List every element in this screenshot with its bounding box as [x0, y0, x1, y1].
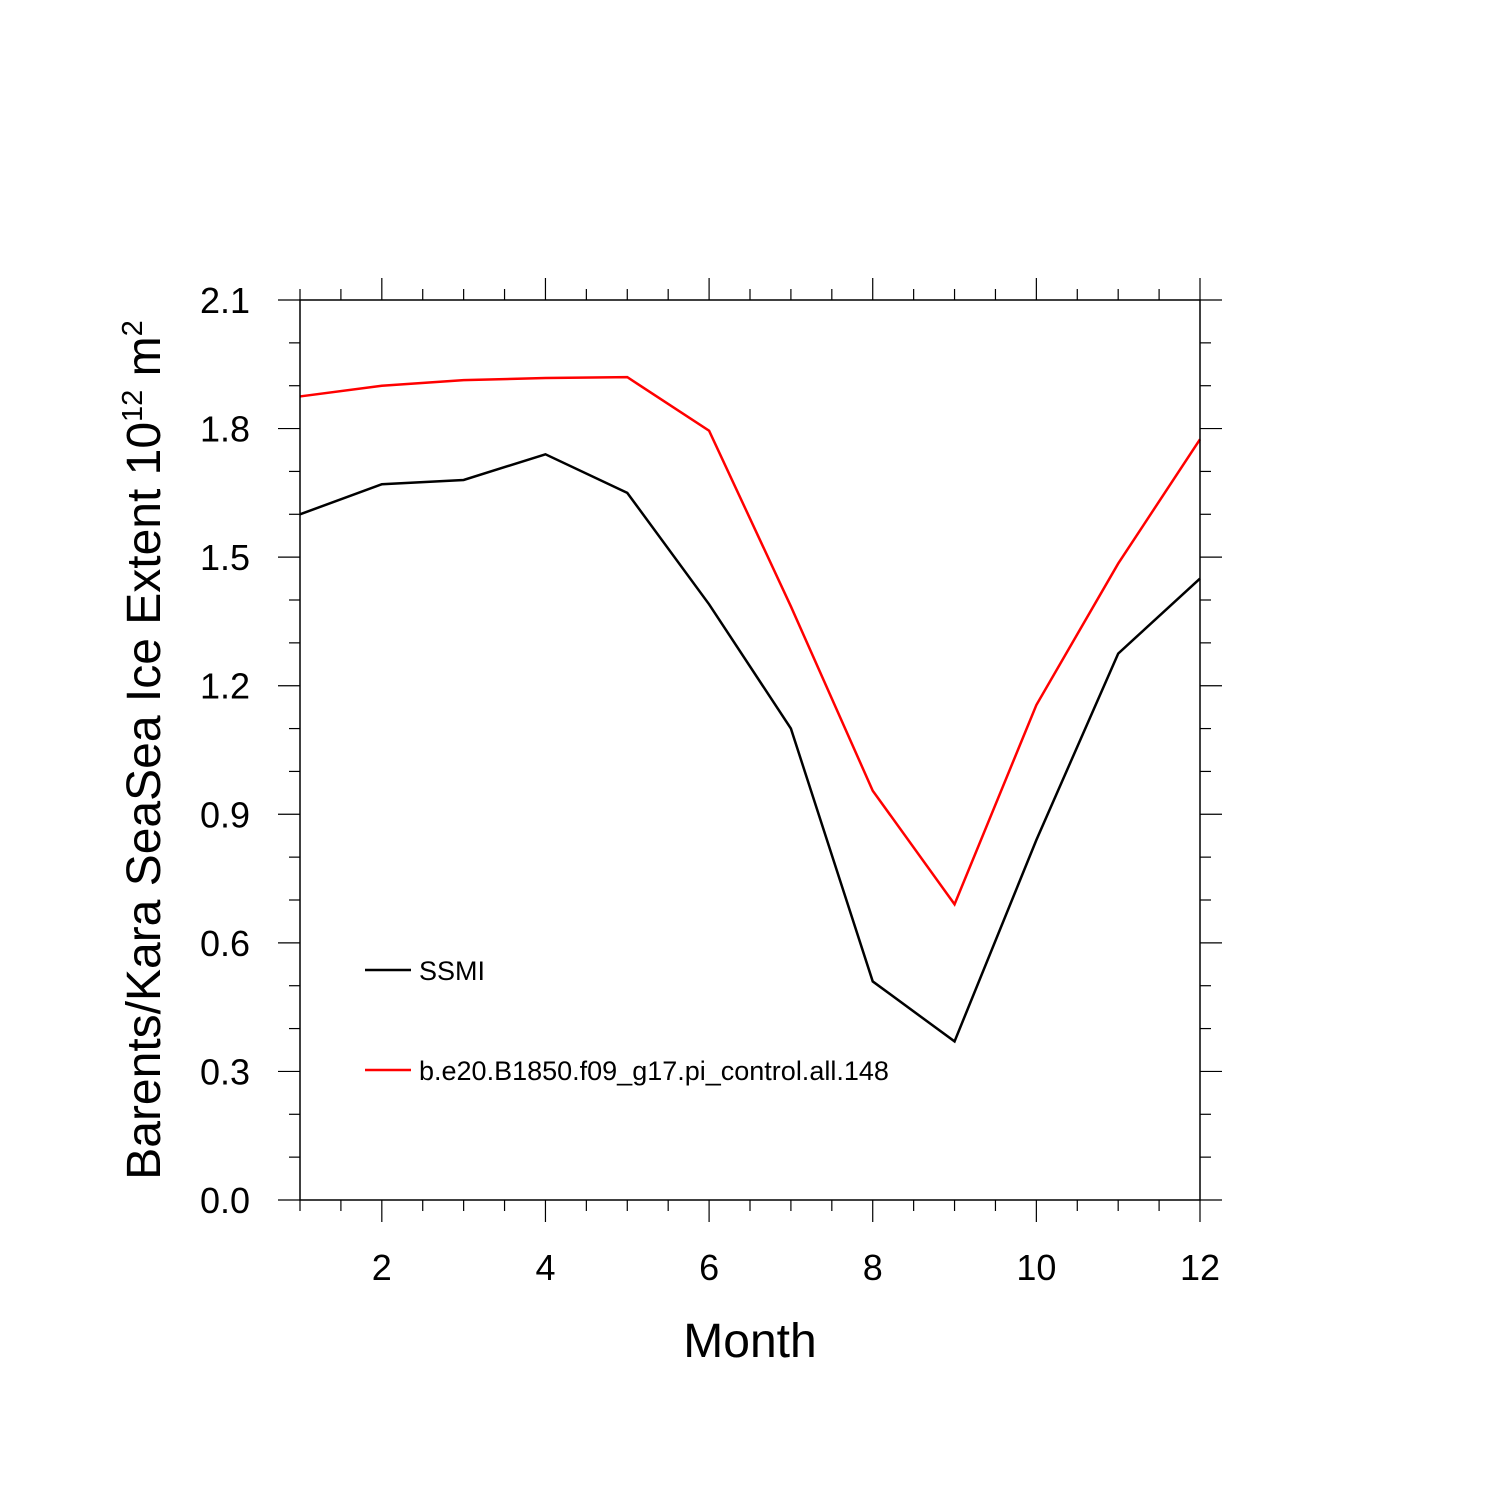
- y-axis-title-exponent-1: 12: [117, 390, 149, 422]
- x-tick-label: 2: [372, 1247, 392, 1288]
- series-1-point: [1116, 562, 1120, 566]
- legend-label-model: b.e20.B1850.f09_g17.pi_control.all.148: [419, 1056, 889, 1086]
- series-0-point: [953, 1039, 957, 1043]
- series-0-point: [543, 452, 547, 456]
- x-tick-label: 8: [863, 1247, 883, 1288]
- series-1-point: [953, 902, 957, 906]
- series-1-point: [871, 789, 875, 793]
- series-0-point: [789, 727, 793, 731]
- y-tick-label: 2.1: [200, 280, 250, 321]
- series-0-point: [871, 979, 875, 983]
- tick-labels: 2 4 6 8 10 12 0.0 0.3 0.6 0.9 1.2 1.5 1.8 2.1: [200, 280, 1220, 1288]
- series-1-point: [707, 429, 711, 433]
- x-tick-label: 12: [1180, 1247, 1220, 1288]
- y-tick-label: 1.8: [200, 409, 250, 450]
- y-tick-label: 0.9: [200, 794, 250, 835]
- series-line-0: [299, 452, 1201, 1044]
- y-tick-label: 0.3: [200, 1051, 250, 1092]
- series-0-point: [1034, 838, 1038, 842]
- x-tick-label: 4: [535, 1247, 555, 1288]
- series-1-point: [543, 376, 547, 380]
- series-1-point: [1034, 703, 1038, 707]
- plot-frame: [299, 299, 1201, 1201]
- x-axis-title: Month: [683, 1315, 816, 1368]
- axis-ticks: [278, 278, 1222, 1222]
- y-tick-label: 1.2: [200, 666, 250, 707]
- series-0-point: [380, 482, 384, 486]
- legend-label-ssmi: SSMI: [419, 956, 485, 986]
- y-tick-label: 0.6: [200, 923, 250, 964]
- series-0-point: [625, 491, 629, 495]
- series-1-point: [625, 375, 629, 379]
- series-0-point: [1116, 652, 1120, 656]
- x-tick-label: 10: [1016, 1247, 1056, 1288]
- y-tick-label: 0.0: [200, 1180, 250, 1221]
- legend: SSMI b.e20.B1850.f09_g17.pi_control.all.…: [365, 956, 889, 1086]
- x-tick-label: 6: [699, 1247, 719, 1288]
- series-0-point: [707, 602, 711, 606]
- y-axis-title-exponent-2: 2: [117, 320, 149, 336]
- series-1-point: [789, 604, 793, 608]
- series-0-point: [462, 478, 466, 482]
- y-axis-title-text: Barents/Kara SeaSea Ice Extent 10: [118, 422, 171, 1180]
- y-tick-label: 1.5: [200, 537, 250, 578]
- series-lines: [299, 375, 1202, 1044]
- series-1-point: [462, 378, 466, 382]
- y-axis-title-unit: m: [118, 336, 171, 389]
- y-axis-title: Barents/Kara SeaSea Ice Extent 1012 m2: [117, 320, 171, 1180]
- series-line-1: [299, 375, 1202, 907]
- series-1-point: [380, 384, 384, 388]
